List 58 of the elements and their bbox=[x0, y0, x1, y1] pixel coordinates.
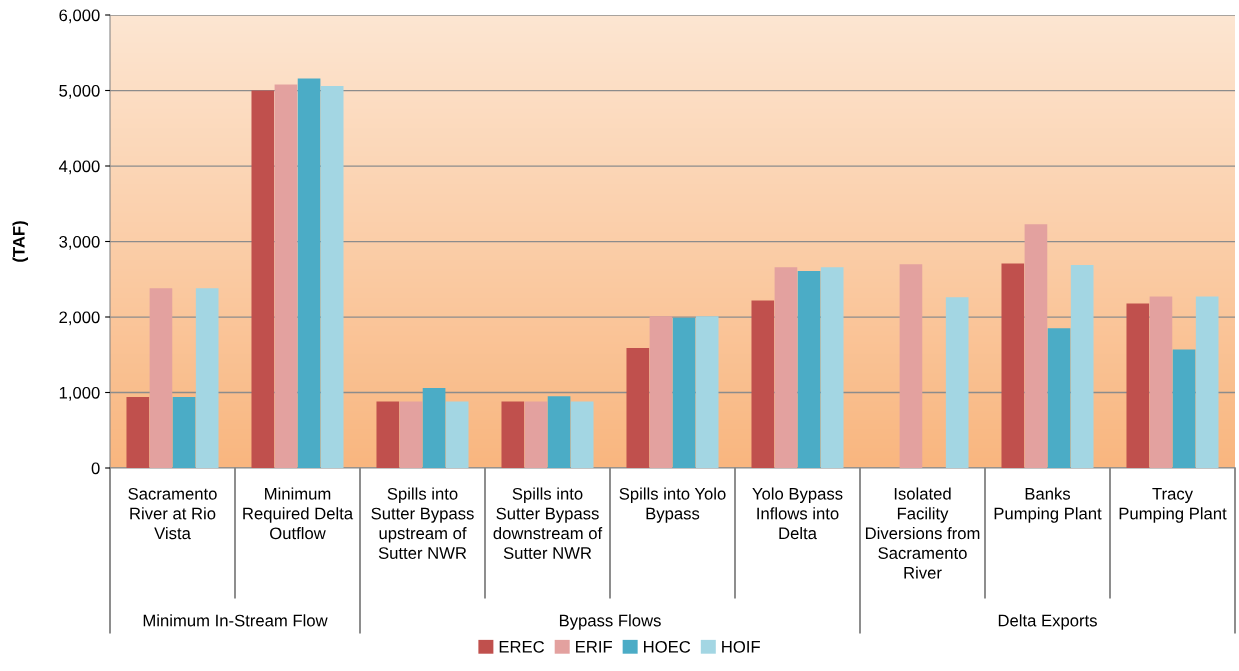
bar bbox=[899, 264, 923, 468]
bar bbox=[320, 85, 344, 468]
x-tick-label: Tracy Pumping Plant bbox=[1119, 488, 1227, 523]
bar bbox=[501, 401, 525, 468]
bar bbox=[445, 401, 469, 468]
bar bbox=[570, 401, 594, 468]
bar bbox=[649, 316, 673, 468]
bar bbox=[149, 288, 173, 468]
bar bbox=[1070, 264, 1094, 468]
bar bbox=[626, 347, 650, 468]
bar bbox=[126, 397, 150, 468]
bar bbox=[1047, 328, 1071, 468]
bar bbox=[1172, 349, 1196, 468]
y-tick-label: 4,000 bbox=[58, 160, 100, 175]
bar bbox=[274, 84, 298, 468]
x-tick-label: Spills into Sutter Bypass downstream of Sutter NWR bbox=[493, 487, 603, 559]
bar bbox=[399, 401, 423, 468]
x-tick-label: Spills into Yolo Bypass bbox=[619, 487, 726, 523]
bar bbox=[524, 401, 548, 468]
text: Bypass Flows bbox=[559, 614, 661, 630]
bar bbox=[297, 78, 321, 468]
bar bbox=[1195, 296, 1219, 468]
bar bbox=[251, 90, 275, 468]
legend-label: HOEC bbox=[644, 640, 691, 653]
legend-label: HOIF bbox=[722, 640, 760, 653]
bar bbox=[695, 316, 719, 468]
bar bbox=[751, 300, 775, 468]
x-tick-label: Yolo Bypass Inflows into Delta bbox=[752, 487, 843, 540]
y-tick-label: 0 bbox=[91, 462, 100, 475]
bar bbox=[1001, 263, 1025, 468]
bar bbox=[774, 267, 798, 468]
bar bbox=[195, 288, 219, 468]
x-tick-label: Banks Pumping Plant bbox=[994, 487, 1102, 523]
bar bbox=[820, 267, 844, 468]
text: Minimum In-Stream Flow bbox=[143, 614, 328, 627]
bar bbox=[945, 297, 969, 468]
x-tick-label: Sacramento River at Rio Vista bbox=[128, 487, 217, 540]
bar bbox=[422, 387, 446, 468]
x-tick-label: Minimum Required Delta Outflow bbox=[243, 487, 354, 540]
bar bbox=[1126, 303, 1150, 468]
bar bbox=[172, 397, 196, 468]
bar bbox=[376, 401, 400, 468]
y-tick-label: 6,000 bbox=[59, 9, 100, 24]
bar bbox=[672, 317, 696, 468]
bar bbox=[1024, 224, 1048, 468]
bar bbox=[1149, 296, 1173, 468]
y-tick-label: 3,000 bbox=[59, 235, 100, 250]
legend-label: ERIF bbox=[576, 641, 612, 653]
bar bbox=[797, 270, 821, 468]
legend-label: EREC bbox=[499, 640, 545, 653]
x-tick-label: Isolated Facility Diversions from Sacramento River bbox=[865, 487, 980, 579]
y-tick-label: 2,000 bbox=[59, 311, 100, 326]
y-tick-label: 5,000 bbox=[59, 84, 100, 99]
x-tick-label: Spills into Sutter Bypass upstream of Sutter NWR bbox=[371, 487, 474, 559]
bar bbox=[547, 396, 571, 468]
text: Delta Exports bbox=[998, 614, 1097, 630]
y-axis-title: (TAF) bbox=[12, 221, 29, 262]
y-tick-label: 1,000 bbox=[59, 386, 100, 401]
